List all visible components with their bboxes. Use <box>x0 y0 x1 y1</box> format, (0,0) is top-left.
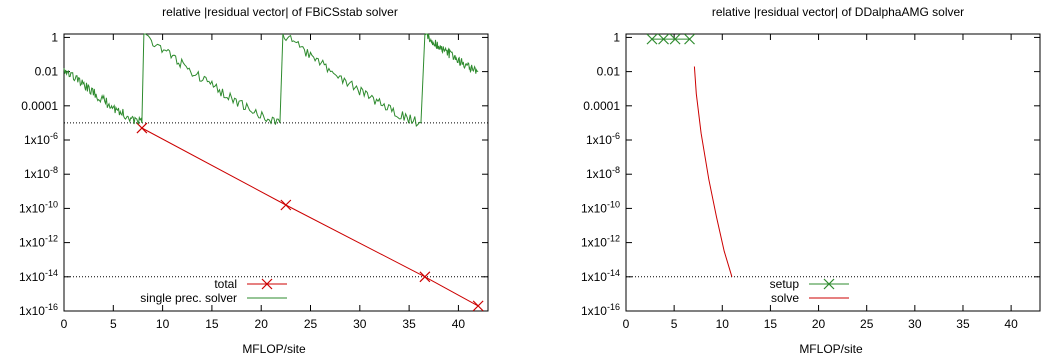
series-line-single-prec-solver <box>282 33 422 128</box>
y-tick-label: 1x10-6 <box>586 131 620 147</box>
data-point-setup <box>684 33 695 45</box>
x-tick-label: 35 <box>402 317 416 331</box>
x-axis-label: MFLOP/site <box>242 342 306 356</box>
marker-stroke <box>136 122 148 134</box>
y-tick-label: 1x10-14 <box>19 268 58 284</box>
y-tick-label: 0.01 <box>35 65 59 79</box>
data-point-total <box>280 199 292 211</box>
y-tick-label: 1x10-16 <box>19 302 58 318</box>
x-tick-label: 20 <box>812 317 826 331</box>
data-point-setup <box>646 33 658 45</box>
y-tick-label: 1x10-14 <box>581 268 620 284</box>
chart-title: relative |residual vector| of DDalphaAMG… <box>712 5 964 19</box>
marker-stroke <box>684 33 695 45</box>
y-tick-label: 0.0001 <box>583 99 620 113</box>
y-tick-label: 1x10-10 <box>19 199 58 215</box>
y-tick-label: 1x10-8 <box>24 165 58 181</box>
data-point-setup <box>658 33 669 45</box>
series-line-single-prec-solver <box>424 33 479 74</box>
marker-stroke <box>419 271 431 283</box>
x-tick-label: 30 <box>908 317 922 331</box>
x-tick-label: 10 <box>156 317 170 331</box>
y-tick-label: 1x10-8 <box>586 165 620 181</box>
series-jump-single-prec-solver <box>420 33 426 123</box>
x-tick-label: 35 <box>956 317 970 331</box>
x-tick-label: 25 <box>860 317 874 331</box>
series-line-single-prec-solver <box>143 33 281 125</box>
y-tick-label: 1 <box>613 30 620 44</box>
x-tick-label: 25 <box>304 317 318 331</box>
legend-label-setup: setup <box>770 277 800 291</box>
x-tick-label: 15 <box>205 317 219 331</box>
series-line-solve <box>693 66 733 277</box>
marker-stroke <box>280 199 292 211</box>
plot-frame <box>625 33 1041 312</box>
legend-marker <box>261 278 273 290</box>
legend-label-total: total <box>214 277 237 291</box>
chart-2: relative |residual vector| of DDalphaAMG… <box>581 5 1041 356</box>
series-line-single-prec-solver <box>63 68 143 125</box>
legend-label-single-prec-solver: single prec. solver <box>140 291 237 305</box>
legend-marker <box>823 278 835 290</box>
y-tick-label: 1x10-12 <box>19 234 58 250</box>
x-tick-label: 10 <box>716 317 730 331</box>
series-line-total <box>141 127 479 307</box>
legend-label-solve: solve <box>771 291 799 305</box>
x-tick-label: 0 <box>61 317 68 331</box>
data-point-setup <box>669 33 681 45</box>
series-jump-single-prec-solver <box>279 33 284 123</box>
data-point-total <box>419 271 431 283</box>
chart-1: relative |residual vector| of FBiCSstab … <box>19 5 489 356</box>
y-tick-label: 1x10-16 <box>581 302 620 318</box>
data-point-total <box>136 122 148 134</box>
x-tick-label: 0 <box>623 317 630 331</box>
series-jump-single-prec-solver <box>141 33 145 123</box>
marker-stroke <box>646 33 658 45</box>
x-tick-label: 20 <box>255 317 269 331</box>
marker-stroke <box>669 33 681 45</box>
y-tick-label: 1x10-12 <box>581 234 620 250</box>
y-tick-label: 1 <box>51 30 58 44</box>
y-tick-label: 0.0001 <box>21 99 58 113</box>
x-tick-label: 5 <box>671 317 678 331</box>
y-tick-label: 1x10-6 <box>24 131 58 147</box>
y-tick-label: 0.01 <box>597 65 621 79</box>
x-tick-label: 40 <box>1004 317 1018 331</box>
x-tick-label: 40 <box>452 317 466 331</box>
x-axis-label: MFLOP/site <box>799 342 863 356</box>
chart-title: relative |residual vector| of FBiCSstab … <box>162 5 398 19</box>
plot-frame <box>63 33 489 312</box>
data-point-total <box>472 300 484 312</box>
marker-stroke <box>472 300 484 312</box>
x-tick-label: 15 <box>764 317 778 331</box>
marker-stroke <box>658 33 669 45</box>
x-tick-label: 30 <box>353 317 367 331</box>
x-tick-label: 5 <box>110 317 117 331</box>
y-tick-label: 1x10-10 <box>581 199 620 215</box>
